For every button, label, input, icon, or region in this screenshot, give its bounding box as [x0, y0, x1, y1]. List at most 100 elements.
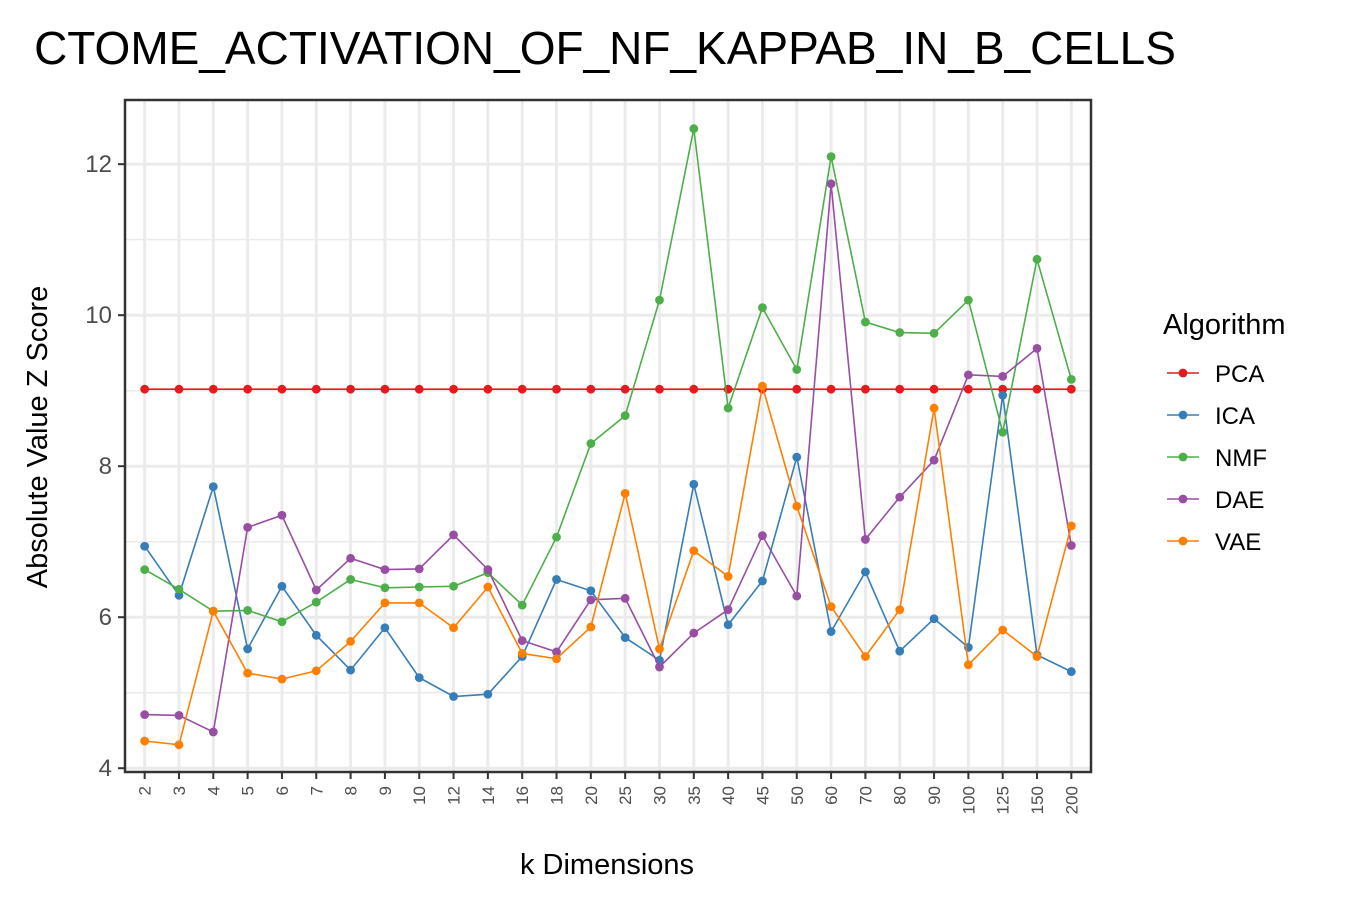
data-point-dae: [723, 605, 733, 615]
x-tick-label: 70: [856, 786, 875, 805]
data-point-nmf: [758, 303, 767, 313]
data-point-pca: [929, 384, 939, 394]
data-point-vae: [517, 649, 527, 658]
data-point-dae: [140, 710, 150, 720]
y-axis-title: Absolute Value Z Score: [22, 286, 54, 589]
data-point-pca: [689, 384, 699, 394]
legend-item-nmf: NMF: [1167, 445, 1267, 472]
data-point-pca: [620, 384, 630, 394]
data-point-nmf: [414, 582, 424, 592]
data-point-pca: [861, 384, 870, 394]
data-point-nmf: [586, 439, 596, 448]
x-tick-label: 8: [342, 786, 361, 795]
data-point-vae: [346, 636, 355, 646]
data-point-vae: [998, 625, 1008, 635]
data-point-ica: [620, 633, 630, 642]
data-point-pca: [963, 384, 973, 394]
x-tick-label: 25: [616, 786, 635, 805]
legend-item-dae: DAE: [1167, 487, 1264, 514]
data-point-ica: [414, 673, 424, 683]
data-point-ica: [174, 590, 184, 600]
data-point-vae: [655, 644, 664, 654]
legend: Algorithm PCA ICA NMF DAE VAE: [1163, 309, 1286, 556]
data-point-nmf: [826, 152, 836, 162]
data-point-pca: [346, 384, 355, 394]
legend-title: Algorithm: [1163, 309, 1286, 341]
legend-label: PCA: [1215, 361, 1264, 388]
x-tick-label: 3: [170, 786, 189, 795]
x-tick-label: 40: [719, 786, 738, 805]
data-point-vae: [174, 740, 184, 750]
x-tick-label: 200: [1062, 786, 1081, 814]
data-point-dae: [620, 593, 630, 603]
legend-item-ica: ICA: [1167, 403, 1255, 430]
data-point-nmf: [861, 317, 870, 327]
data-point-ica: [311, 630, 321, 640]
legend-key-point: [1178, 494, 1188, 504]
plot-area: [125, 100, 1091, 772]
data-point-nmf: [277, 617, 287, 627]
x-tick-label: 2: [136, 786, 155, 795]
data-point-nmf: [346, 575, 355, 584]
x-axis-title: k Dimensions: [520, 849, 694, 881]
series-line-vae: [144, 385, 1073, 746]
data-point-nmf: [552, 532, 561, 542]
y-tick-label: 8: [99, 453, 112, 480]
data-point-ica: [929, 614, 939, 624]
data-point-nmf: [140, 565, 150, 575]
x-tick-label: 150: [1028, 786, 1047, 814]
data-point-ica: [792, 452, 802, 462]
data-point-nmf: [1066, 374, 1076, 384]
data-point-ica: [243, 644, 253, 654]
data-point-vae: [414, 598, 424, 608]
data-point-pca: [655, 384, 664, 394]
panel-border: [123, 98, 1093, 774]
data-point-ica: [483, 689, 493, 699]
data-point-vae: [758, 381, 767, 391]
data-point-nmf: [311, 597, 321, 607]
data-point-nmf: [174, 584, 184, 594]
data-point-pca: [414, 384, 424, 394]
data-point-pca: [826, 384, 836, 394]
series-vae: [140, 381, 1076, 750]
data-point-pca: [140, 384, 150, 394]
x-tick-label: 20: [582, 786, 601, 805]
data-point-ica: [277, 581, 287, 591]
data-point-vae: [723, 572, 733, 581]
data-point-dae: [174, 710, 184, 720]
x-tick-label: 4: [204, 786, 223, 795]
x-tick-label: 18: [548, 786, 567, 805]
data-point-nmf: [449, 581, 458, 591]
data-point-ica: [861, 567, 870, 577]
data-point-vae: [380, 598, 390, 608]
data-point-nmf: [792, 365, 802, 374]
data-point-vae: [963, 660, 973, 670]
data-point-ica: [552, 575, 561, 584]
x-tick-label: 60: [822, 786, 841, 805]
series-line-ica: [144, 395, 1072, 698]
data-point-dae: [655, 662, 664, 672]
data-point-vae: [277, 674, 287, 684]
data-point-dae: [792, 591, 802, 601]
series-line-dae: [144, 183, 1073, 734]
data-point-nmf: [963, 295, 973, 305]
data-point-pca: [517, 384, 527, 394]
legend-key-point: [1178, 536, 1188, 546]
data-point-ica: [689, 479, 699, 489]
data-point-pca: [586, 384, 596, 394]
data-point-ica: [1066, 667, 1076, 676]
data-point-nmf: [723, 403, 733, 413]
data-point-pca: [792, 384, 802, 394]
data-point-pca: [483, 384, 493, 394]
data-point-pca: [1032, 384, 1042, 394]
legend-label: ICA: [1215, 403, 1255, 430]
data-point-dae: [1032, 344, 1042, 353]
data-point-vae: [620, 488, 630, 498]
data-point-nmf: [929, 328, 939, 338]
data-point-pca: [174, 384, 184, 394]
x-tick-label: 7: [307, 786, 326, 795]
data-point-nmf: [1032, 254, 1042, 264]
data-point-pca: [449, 384, 458, 394]
